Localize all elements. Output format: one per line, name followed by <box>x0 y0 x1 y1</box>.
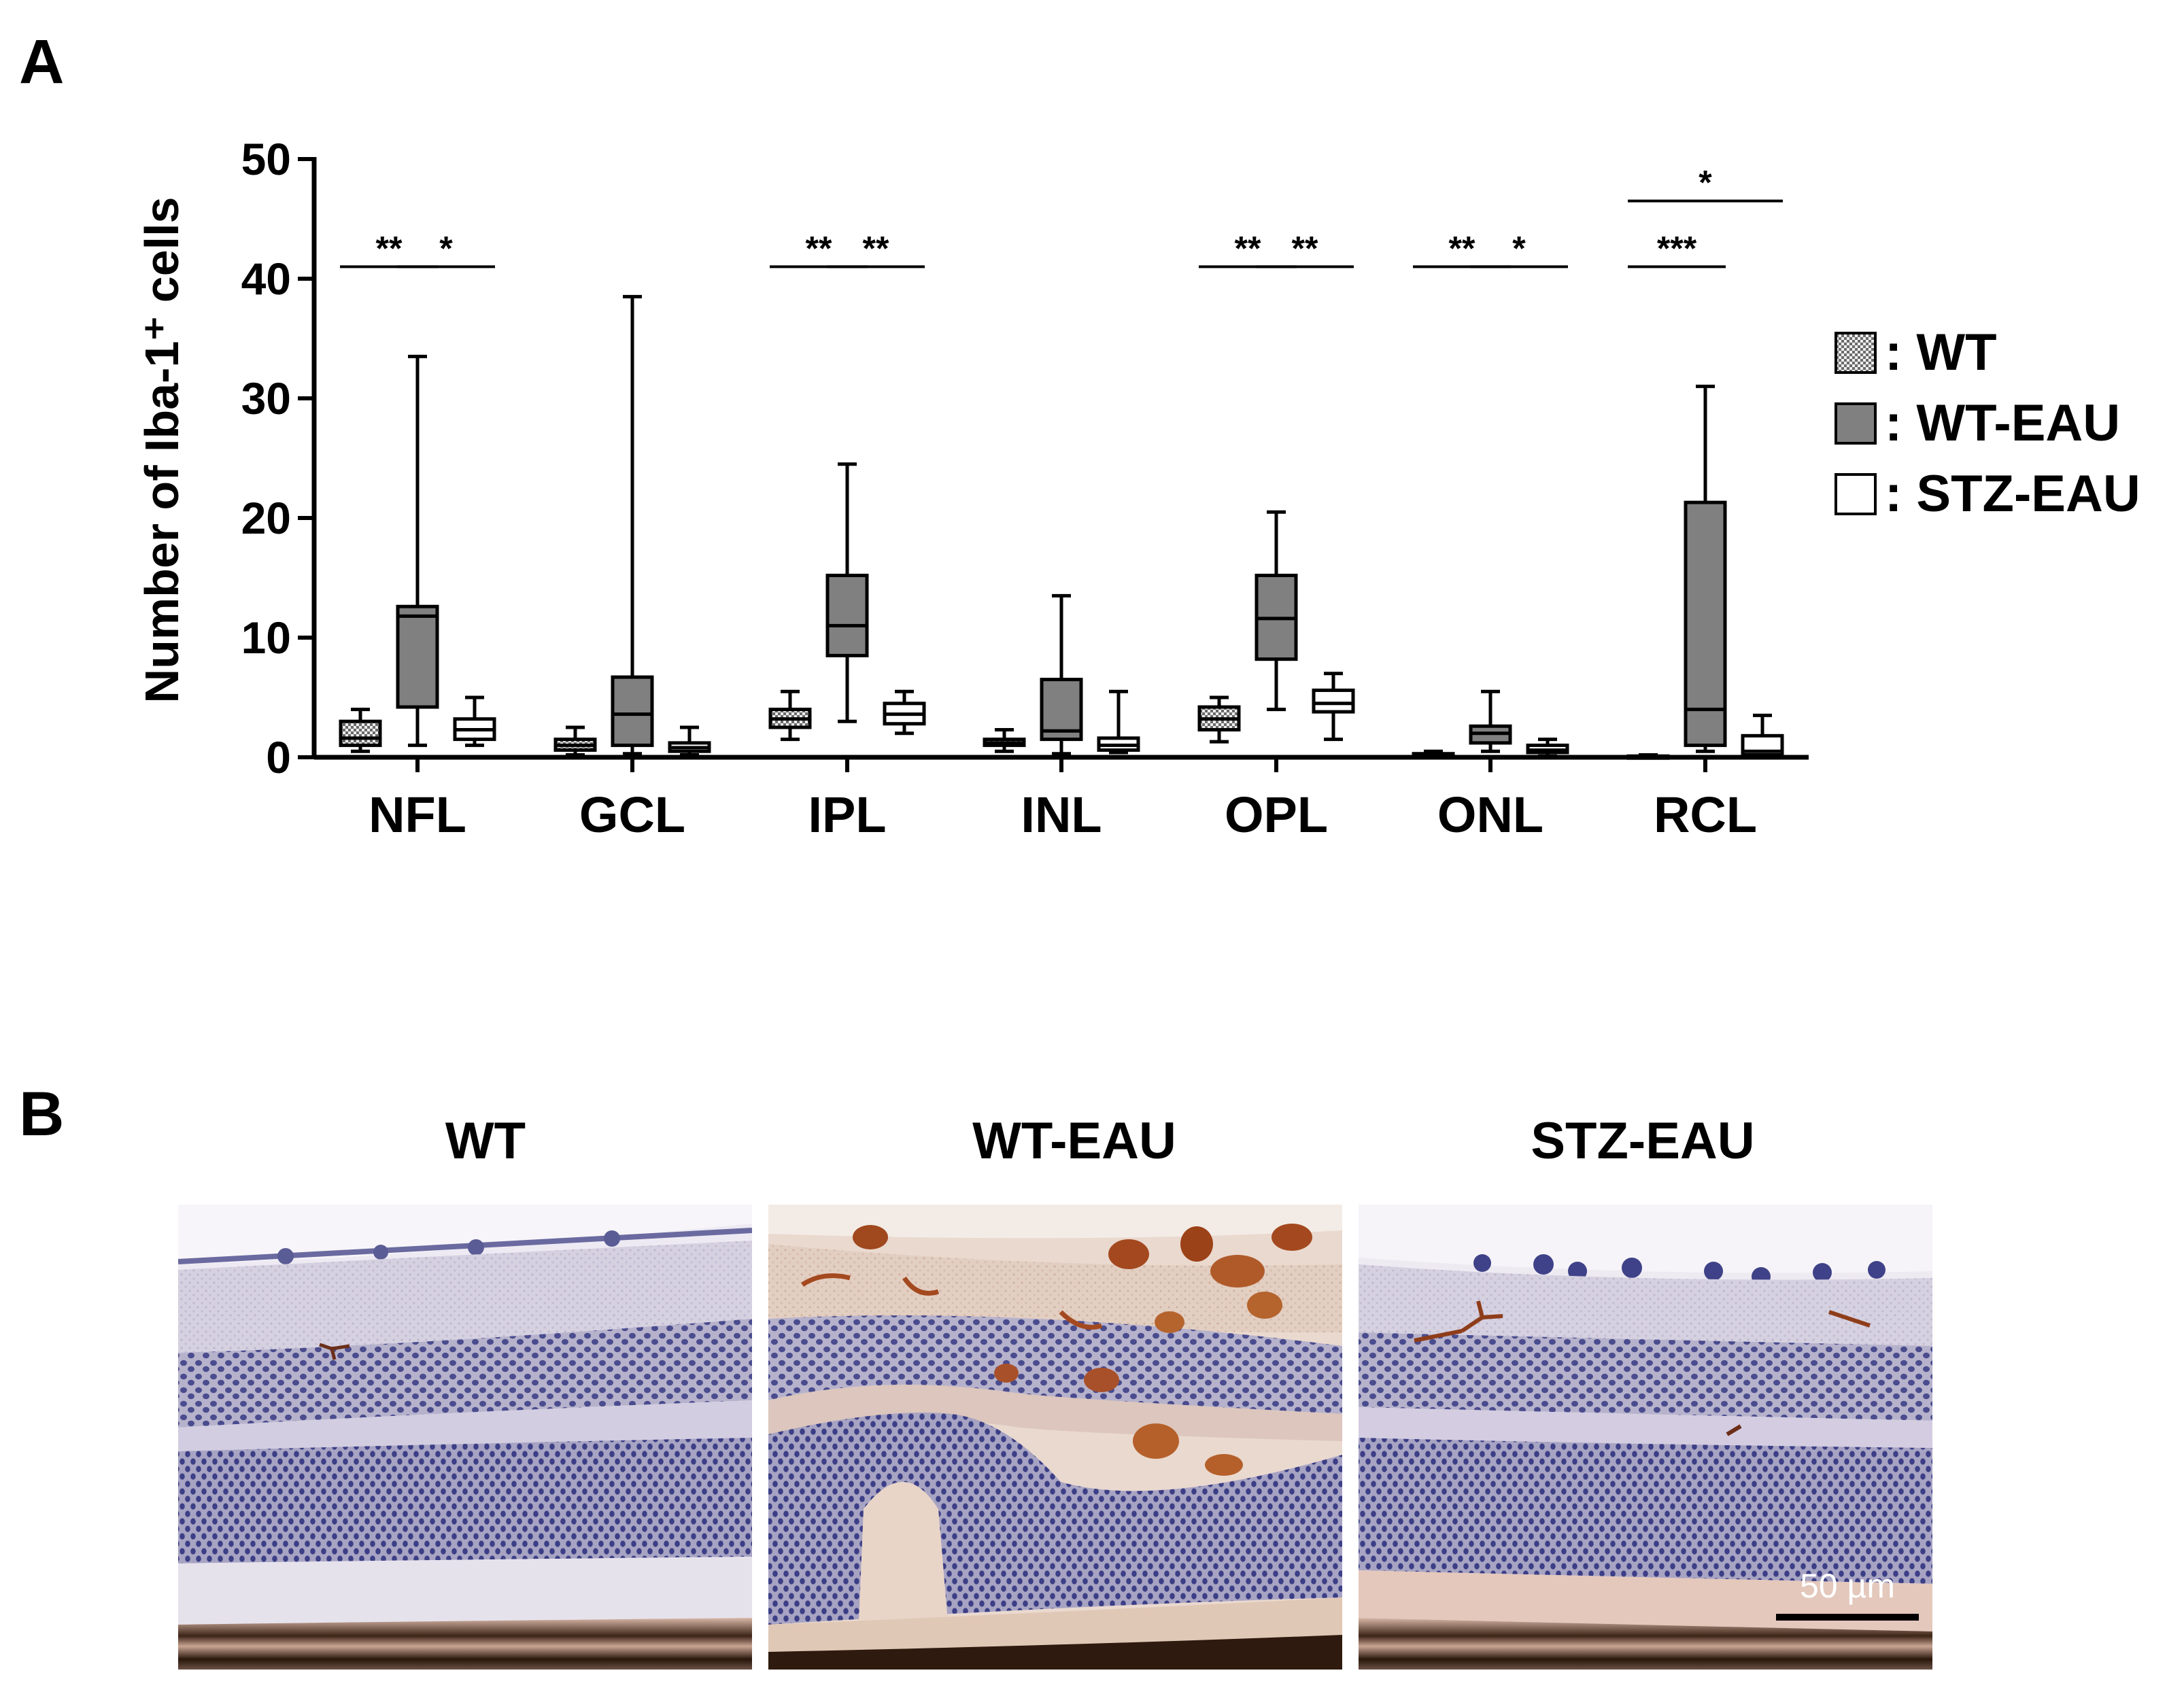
boxplot-chart: Number of Iba-1⁺ cells 0 10 20 30 40 50 NFL GC… <box>135 134 2140 843</box>
box-wt-rcl <box>1626 753 1670 760</box>
x-tick-label: RCL <box>1654 786 1757 843</box>
y-tick-label: 40 <box>241 254 291 304</box>
box-wt-eau-nfl <box>396 354 439 747</box>
box-stz-eau-nfl <box>453 695 496 747</box>
box-stz-eau-opl <box>1312 672 1355 742</box>
micrograph-wt <box>178 1205 752 1670</box>
y-tick-label: 10 <box>241 612 291 663</box>
panel-a-label: A <box>19 27 64 97</box>
x-tick-label: IPL <box>808 786 886 843</box>
legend-label: : WT <box>1885 324 1997 381</box>
box-wt-nfl <box>339 708 382 753</box>
x-tick-label: ONL <box>1437 786 1543 843</box>
box-stz-eau-rcl <box>1741 713 1784 759</box>
legend-swatch-2 <box>1835 473 1877 515</box>
y-ticks: 0 10 20 30 40 50 <box>241 134 314 782</box>
legend-label: : WT-EAU <box>1885 394 2120 452</box>
significance-label: ** <box>1292 229 1318 267</box>
box-wt-ipl <box>768 689 812 742</box>
legend-swatch-0 <box>1835 332 1877 374</box>
significance-label: * <box>439 229 453 267</box>
box-wt-eau-ipl <box>825 462 869 723</box>
significance-label: ** <box>863 229 889 267</box>
box-wt-opl <box>1197 695 1241 744</box>
box-wt-eau-rcl <box>1684 384 1727 753</box>
y-tick-label: 50 <box>241 134 291 184</box>
legend: : WT : WT-EAU : STZ-EAU <box>1835 324 2140 523</box>
boxes <box>339 294 1784 760</box>
micrograph-wt-eau <box>768 1205 1342 1670</box>
box-wt-eau-onl <box>1469 689 1512 753</box>
box-wt-gcl <box>553 725 597 757</box>
x-tick-label: NFL <box>369 786 466 843</box>
y-tick-label: 20 <box>241 493 291 543</box>
significance-label: ** <box>806 229 832 267</box>
box-iqr <box>396 604 439 709</box>
significance-label: ** <box>376 229 403 267</box>
box-wt-eau-gcl <box>611 294 654 756</box>
box-stz-eau-inl <box>1097 689 1140 755</box>
micrograph-title-wt-eau: WT-EAU <box>972 1112 1176 1170</box>
y-tick-label: 30 <box>241 373 291 424</box>
micrograph-title-wt: WT <box>445 1112 526 1170</box>
significance-annotations: ** * ** ** ** ** ** * **** <box>340 164 1783 269</box>
legend-swatch-1 <box>1835 402 1877 445</box>
box-wt-eau-inl <box>1040 593 1083 756</box>
box-wt-inl <box>983 728 1026 753</box>
box-iqr <box>339 719 382 747</box>
x-tick-label: OPL <box>1225 786 1328 843</box>
panel-b-label: B <box>19 1079 64 1149</box>
significance-label: ** <box>1449 229 1475 267</box>
micrograph-stz-eau: 50 µm <box>1359 1205 1932 1670</box>
box-wt-onl <box>1412 749 1455 759</box>
legend-label: : STZ-EAU <box>1885 465 2140 523</box>
box-stz-eau-gcl <box>668 725 711 757</box>
y-axis-label: Number of Iba-1⁺ cells <box>135 197 188 704</box>
box-stz-eau-ipl <box>883 689 926 736</box>
scale-bar <box>1776 1614 1919 1621</box>
y-tick-label: 0 <box>266 732 291 782</box>
box-iqr <box>611 675 654 747</box>
scale-bar-label: 50 µm <box>1800 1567 1895 1605</box>
x-tick-label: GCL <box>579 786 685 843</box>
significance-label: ** <box>1235 229 1261 267</box>
x-tick-labels: NFL GCL IPL INL OPL ONL RCL <box>369 757 1757 843</box>
significance-label: * <box>1699 164 1712 202</box>
x-tick-label: INL <box>1021 786 1102 843</box>
box-iqr <box>1312 688 1355 714</box>
box-wt-eau-opl <box>1255 510 1298 712</box>
box-stz-eau-onl <box>1526 738 1569 758</box>
box-iqr <box>1684 500 1727 747</box>
significance-label: *** <box>1657 229 1697 267</box>
significance-label: * <box>1512 229 1526 267</box>
micrograph-title-stz-eau: STZ-EAU <box>1531 1112 1754 1170</box>
box-iqr <box>825 573 869 657</box>
